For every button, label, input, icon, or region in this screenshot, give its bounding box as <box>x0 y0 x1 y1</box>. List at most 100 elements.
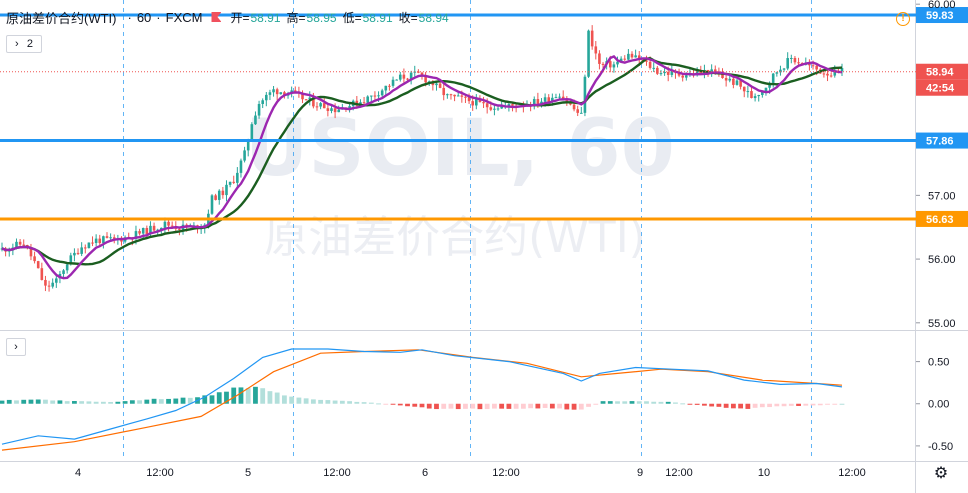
candle-body <box>301 93 304 100</box>
histogram-bar <box>419 403 425 408</box>
low-label: 低= <box>342 10 362 25</box>
candle-body <box>547 97 551 102</box>
histogram-bar <box>832 403 838 405</box>
candle-body <box>76 252 80 254</box>
histogram-bar <box>325 400 331 404</box>
candle-body <box>746 91 750 93</box>
candle-body <box>308 97 312 100</box>
candle-body <box>453 94 456 97</box>
histogram-bar <box>50 400 56 404</box>
candle-body <box>362 102 366 104</box>
histogram-bar <box>64 401 70 404</box>
candle-body <box>554 97 558 99</box>
interval-label[interactable]: 60 <box>136 9 152 25</box>
gear-icon[interactable]: ⚙ <box>933 465 949 482</box>
candle-body <box>268 92 272 95</box>
candle-body <box>732 78 735 85</box>
histogram-bar <box>151 398 157 404</box>
warning-icon[interactable]: ! <box>896 12 910 26</box>
candle-body <box>569 102 572 105</box>
candle-body <box>822 73 826 75</box>
candle-body <box>33 256 36 262</box>
histogram-bar <box>318 399 324 404</box>
macd-axis-label: -0.50 <box>928 441 953 453</box>
candle-body <box>590 30 594 47</box>
price-level-label: 59.83 <box>926 10 954 22</box>
candle-body <box>319 103 322 107</box>
candle-body <box>532 99 536 107</box>
histogram-bar <box>187 397 193 404</box>
histogram-bar <box>137 400 142 404</box>
indicators-toggle-button[interactable]: › 2 <box>6 35 42 53</box>
histogram-bar <box>535 403 541 409</box>
candle-body <box>283 92 286 96</box>
histogram-bar <box>759 403 765 408</box>
candle-body <box>790 57 793 59</box>
candle-body <box>540 101 543 104</box>
macd-pane-toggle-button[interactable]: › <box>6 338 26 356</box>
candle-body <box>152 225 156 231</box>
candle-body <box>94 238 98 244</box>
candle-body <box>138 231 141 234</box>
histogram-bar <box>21 399 27 404</box>
candle-body <box>424 75 427 83</box>
symbol-name[interactable]: 原油差价合约(WTI) <box>6 10 117 26</box>
histogram-bar <box>593 403 599 405</box>
price-level-tag <box>916 7 968 24</box>
candle-body <box>829 75 833 77</box>
candle-body <box>69 255 73 265</box>
histogram-bar <box>108 401 114 404</box>
candle-body <box>601 63 605 65</box>
candle-body <box>272 89 275 93</box>
candle-body <box>608 61 612 68</box>
candle-body <box>384 85 388 91</box>
flag-icon[interactable] <box>210 11 222 23</box>
candle-body <box>134 231 138 240</box>
candle-body <box>398 74 402 80</box>
candle-body <box>735 80 739 85</box>
histogram-bar <box>825 403 830 405</box>
price-axis-label: 55.00 <box>928 318 956 330</box>
candle-body <box>380 90 384 96</box>
histogram-bar <box>448 403 454 409</box>
histogram-bar <box>484 403 490 410</box>
histogram-bar <box>122 401 128 404</box>
histogram-bar <box>434 403 439 410</box>
candle-body <box>558 96 561 98</box>
histogram-bar <box>463 403 468 409</box>
candle-body <box>561 96 565 99</box>
histogram-bar <box>267 391 273 404</box>
candle-body <box>214 195 217 200</box>
histogram-bar <box>499 403 505 409</box>
low-readout: 低=58.91 <box>343 9 393 26</box>
candle-body <box>246 139 250 151</box>
histogram-bar <box>651 401 657 404</box>
candle-body <box>65 264 69 271</box>
candle-body <box>55 278 58 283</box>
last-price-tag <box>916 63 968 80</box>
candle-body <box>326 108 330 111</box>
histogram-bar <box>644 401 649 404</box>
histogram-bar <box>723 403 729 408</box>
candle-body <box>409 72 413 80</box>
histogram-bar <box>296 397 302 404</box>
candle-body <box>721 74 724 79</box>
histogram-bar <box>310 399 316 404</box>
candle-body <box>435 83 438 86</box>
candle-body <box>232 181 236 183</box>
histogram-bar <box>260 388 266 404</box>
histogram-bar <box>709 403 715 407</box>
candle-body <box>500 105 503 109</box>
time-axis-label: 12:00 <box>323 467 351 479</box>
candle-body <box>257 103 261 116</box>
histogram-bar <box>14 400 19 404</box>
macd-histogram <box>0 386 845 410</box>
histogram-bar <box>673 402 678 404</box>
candle-body <box>236 172 239 183</box>
histogram-bar <box>158 399 164 404</box>
histogram-bar <box>173 398 179 404</box>
time-axis-label: 12:00 <box>146 467 174 479</box>
histogram-bar <box>492 403 497 409</box>
